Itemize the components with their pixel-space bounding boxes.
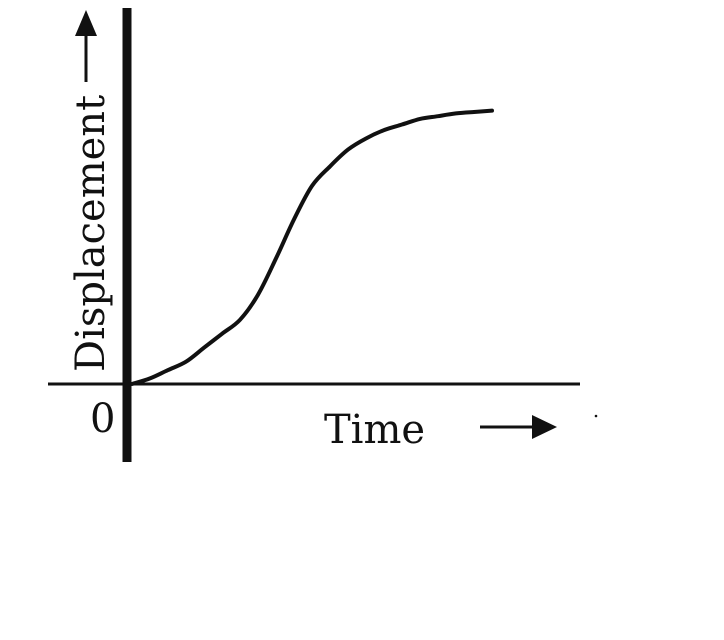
y-direction-arrow-icon [75, 10, 97, 82]
data-point-15 [400, 123, 404, 126]
data-point-7 [256, 293, 260, 297]
data-point-4 [202, 346, 206, 350]
origin-label: 0 [90, 396, 115, 442]
data-point-2 [166, 368, 170, 372]
data-point-14 [382, 128, 386, 132]
x-direction-arrow-icon [480, 415, 557, 439]
data-point-5 [220, 332, 224, 336]
data-point-9 [292, 217, 296, 221]
x-axis-label: Time [324, 407, 425, 453]
data-point-3 [184, 360, 188, 364]
data-point-11 [328, 164, 332, 168]
stray-dot [594, 414, 598, 418]
data-point-6 [238, 318, 242, 322]
data-point-12 [346, 148, 350, 152]
data-point-1 [148, 376, 152, 380]
series-line-displacement [130, 108, 494, 386]
y-axis-label: Displacement [68, 95, 114, 372]
data-point-0 [130, 382, 134, 386]
data-point-20 [490, 109, 494, 113]
data-point-16 [418, 117, 422, 121]
data-point-13 [364, 137, 368, 140]
data-point-10 [310, 184, 314, 188]
data-point-18 [454, 111, 458, 115]
series-layer [130, 108, 494, 386]
data-point-19 [472, 110, 476, 114]
data-point-8 [274, 256, 278, 260]
data-point-17 [436, 114, 440, 118]
